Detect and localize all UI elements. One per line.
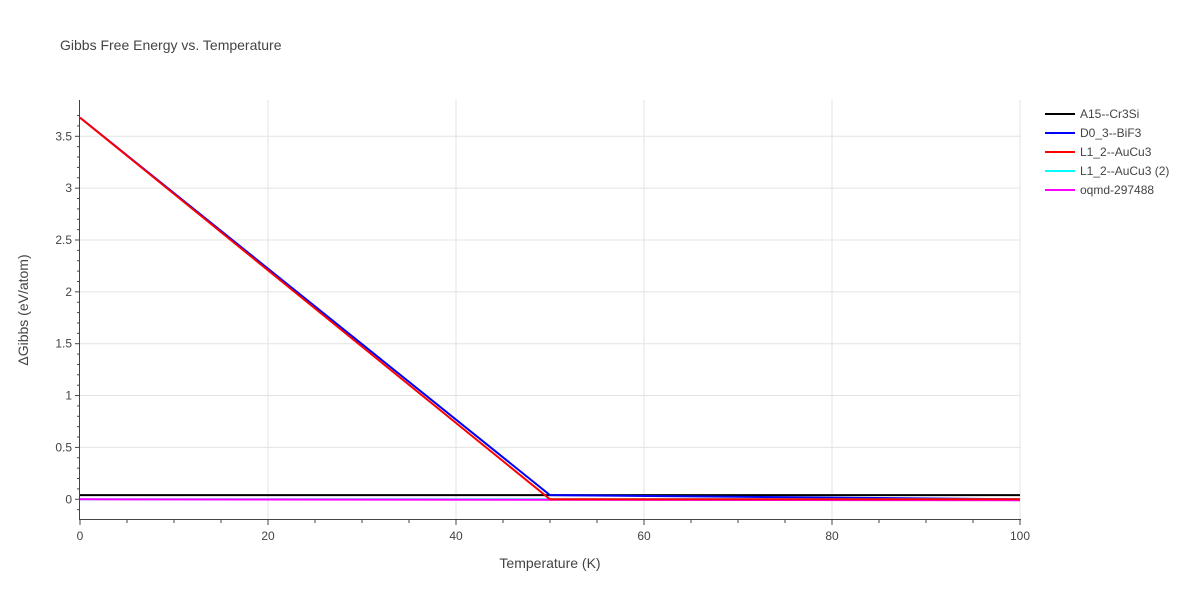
plot-lines xyxy=(79,116,1021,502)
y-tick-label: 2 xyxy=(65,285,72,299)
x-tick-label: 40 xyxy=(449,529,463,543)
series-line xyxy=(79,116,1020,501)
y-tick-label: 1.5 xyxy=(55,337,72,351)
x-tick-label: 100 xyxy=(1010,529,1030,543)
legend-item[interactable]: oqmd-297488 xyxy=(1045,183,1154,197)
legend-label: D0_3--BiF3 xyxy=(1080,126,1142,140)
y-tick-label: 1 xyxy=(65,389,72,403)
y-tick-label: 3 xyxy=(65,181,72,195)
x-tick-label: 80 xyxy=(825,529,839,543)
grid xyxy=(80,100,1021,520)
y-tick-label: 0 xyxy=(65,492,72,506)
y-axis-label: ΔGibbs (eV/atom) xyxy=(15,254,31,365)
axis-ticks: 0 20 40 60 80 100 0 0.5 1 1.5 2 2.5 3 3.5 xyxy=(55,115,1030,543)
chart-title: Gibbs Free Energy vs. Temperature xyxy=(60,37,282,53)
x-tick-label: 20 xyxy=(261,529,275,543)
legend-item[interactable]: L1_2--AuCu3 (2) xyxy=(1045,164,1169,178)
x-tick-label: 0 xyxy=(77,529,84,543)
x-tick-label: 60 xyxy=(637,529,651,543)
y-tick-label: 3.5 xyxy=(55,129,72,143)
legend-label: L1_2--AuCu3 xyxy=(1080,145,1152,159)
legend-item[interactable]: L1_2--AuCu3 xyxy=(1045,145,1152,159)
legend-label: A15--Cr3Si xyxy=(1080,107,1139,121)
y-tick-label: 0.5 xyxy=(55,440,72,454)
x-axis-label: Temperature (K) xyxy=(499,555,600,571)
legend-label: oqmd-297488 xyxy=(1080,183,1154,197)
series-line xyxy=(79,116,1021,501)
legend[interactable]: A15--Cr3Si D0_3--BiF3 L1_2--AuCu3 L1_2--AuC… xyxy=(1045,107,1169,197)
y-tick-label: 2.5 xyxy=(55,233,72,247)
legend-item[interactable]: D0_3--BiF3 xyxy=(1045,126,1142,140)
legend-item[interactable]: A15--Cr3Si xyxy=(1045,107,1139,121)
legend-label: L1_2--AuCu3 (2) xyxy=(1080,164,1169,178)
